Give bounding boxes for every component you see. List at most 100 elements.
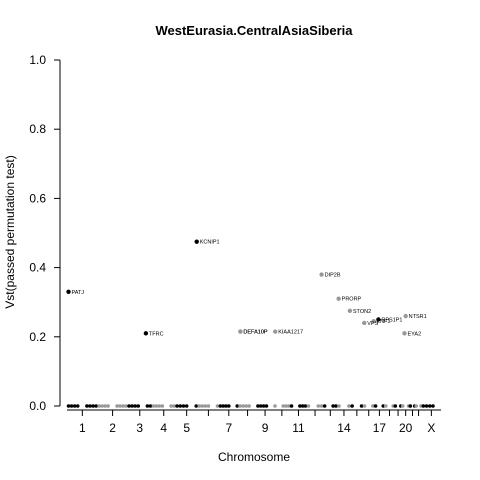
baseline-point [200, 404, 205, 408]
baseline-point [136, 404, 141, 408]
baseline-point [69, 404, 74, 408]
baseline-point [350, 404, 354, 408]
y-axis-label: Vst(passed permutation test) [3, 155, 17, 308]
point-label: ZNF1 [377, 319, 391, 325]
baseline-point [414, 404, 419, 408]
baseline-point [94, 404, 98, 408]
x-tick-label: 20 [399, 421, 413, 435]
data-point [143, 331, 149, 336]
point-label: DEFA10P [243, 330, 267, 336]
baseline-point [124, 404, 128, 408]
x-tick-label: 1 [79, 421, 86, 435]
x-tick-label: 11 [292, 421, 305, 435]
baseline-point [261, 404, 266, 408]
baseline-point [169, 404, 173, 408]
point-label: DEFA10P [243, 330, 267, 336]
baseline-point [408, 404, 413, 408]
baseline-point [247, 404, 251, 408]
y-tick-label: 0.8 [29, 122, 46, 136]
y-axis: 0.0 0.2 0.4 0.6 0.8 1.0 [29, 53, 61, 413]
baseline-point [381, 404, 386, 408]
baseline-point [221, 404, 225, 408]
baseline-point [303, 404, 308, 408]
baseline-point [184, 404, 189, 408]
x-tick-label: 2 [109, 421, 116, 435]
baseline-point [286, 404, 291, 408]
x-tick-label: 3 [136, 421, 143, 435]
point-label: STON2 [353, 309, 371, 315]
baseline-point [306, 404, 311, 408]
baseline-point [371, 404, 375, 408]
baseline-point [97, 404, 101, 408]
baseline-point [175, 404, 179, 408]
data-point [376, 317, 381, 322]
baseline-point [347, 404, 351, 408]
x-tick-label: X [427, 421, 435, 435]
baseline-point [258, 404, 263, 408]
baseline-point [331, 404, 335, 408]
baseline-point [431, 404, 435, 408]
y-tick-label: 0.0 [29, 399, 46, 413]
baseline-point [427, 404, 432, 408]
point-label: EYA2 [407, 331, 421, 337]
baseline-point [298, 404, 302, 408]
data-point [238, 329, 243, 334]
y-tick-label: 0.4 [29, 261, 46, 275]
baseline-point [154, 404, 159, 408]
baseline-point [424, 404, 429, 408]
baseline-point [85, 404, 89, 408]
data-point [194, 239, 199, 244]
baseline-point [130, 404, 134, 408]
x-tick-label: 7 [225, 421, 232, 435]
baseline-point [322, 404, 327, 408]
baseline-point [88, 404, 92, 408]
baseline-point [160, 404, 165, 408]
y-tick-label: 0.6 [29, 191, 46, 205]
baseline-point [91, 404, 95, 408]
data-point [66, 289, 71, 295]
baseline-point [226, 404, 231, 408]
data-point [371, 319, 376, 324]
baseline-point [103, 404, 107, 408]
baseline-point [197, 404, 202, 408]
baseline-point [121, 404, 125, 408]
baseline-point [337, 404, 341, 408]
baseline-point [238, 404, 242, 408]
x-tick-label: 4 [160, 421, 167, 435]
baseline-point [383, 404, 388, 408]
baseline-point [264, 404, 269, 408]
point-label: PRORP [342, 297, 362, 303]
baseline-point [203, 404, 208, 408]
y-tick-label: 1.0 [29, 53, 46, 67]
baseline-point [281, 404, 286, 408]
baseline-point [118, 404, 122, 408]
baseline-point [224, 404, 228, 408]
data-point [402, 331, 407, 336]
baseline-point [100, 404, 104, 408]
baseline-point [359, 404, 364, 408]
x-tick-label: 17 [373, 421, 387, 435]
baseline-point [400, 404, 405, 408]
baseline-point [172, 404, 176, 408]
baseline-point [215, 404, 220, 408]
baseline-point [284, 404, 288, 408]
baseline-point [106, 404, 110, 408]
baseline-point [393, 404, 398, 408]
x-tick-label: 9 [262, 421, 269, 435]
baseline-point [273, 404, 277, 408]
data-point [336, 296, 341, 301]
data-point [273, 329, 278, 334]
baseline-point [178, 404, 183, 408]
baseline-point [206, 404, 211, 408]
baseline-points [66, 404, 435, 408]
baseline-point [421, 404, 426, 408]
baseline-point [218, 404, 223, 408]
data-point [362, 320, 367, 326]
baseline-point [181, 404, 186, 408]
baseline-point [256, 404, 260, 408]
baseline-point [66, 404, 71, 408]
baseline-point [241, 404, 245, 408]
baseline-point [151, 404, 156, 408]
